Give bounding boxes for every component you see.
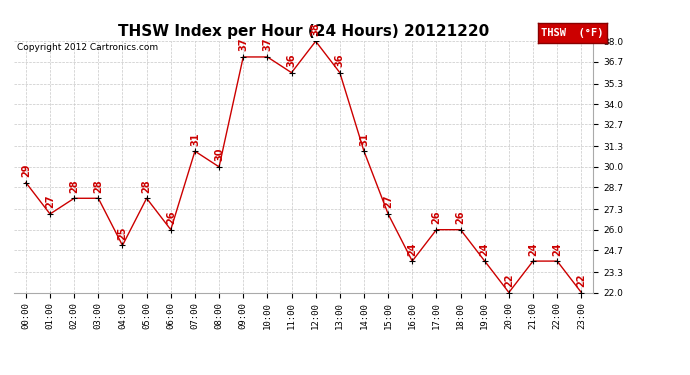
Text: 31: 31: [190, 132, 200, 146]
Text: 24: 24: [552, 242, 562, 255]
Text: 29: 29: [21, 164, 31, 177]
Text: 27: 27: [383, 195, 393, 208]
Text: 26: 26: [166, 211, 176, 224]
Text: 27: 27: [45, 195, 55, 208]
Text: 37: 37: [262, 38, 273, 51]
Text: 37: 37: [238, 38, 248, 51]
Text: 38: 38: [310, 22, 321, 36]
Text: 24: 24: [480, 242, 490, 255]
Text: 28: 28: [69, 179, 79, 193]
Text: 30: 30: [214, 148, 224, 161]
Text: 22: 22: [504, 273, 514, 287]
Text: THSW  (°F): THSW (°F): [542, 28, 604, 38]
Text: 28: 28: [141, 179, 152, 193]
Text: Copyright 2012 Cartronics.com: Copyright 2012 Cartronics.com: [17, 43, 159, 52]
Text: 36: 36: [286, 54, 297, 67]
Text: 31: 31: [359, 132, 369, 146]
Text: 22: 22: [576, 273, 586, 287]
Text: 24: 24: [407, 242, 417, 255]
Text: 28: 28: [93, 179, 104, 193]
Text: 26: 26: [431, 211, 442, 224]
Text: 26: 26: [455, 211, 466, 224]
Text: 36: 36: [335, 54, 345, 67]
Title: THSW Index per Hour (24 Hours) 20121220: THSW Index per Hour (24 Hours) 20121220: [118, 24, 489, 39]
Text: 24: 24: [528, 242, 538, 255]
Text: 25: 25: [117, 226, 128, 240]
